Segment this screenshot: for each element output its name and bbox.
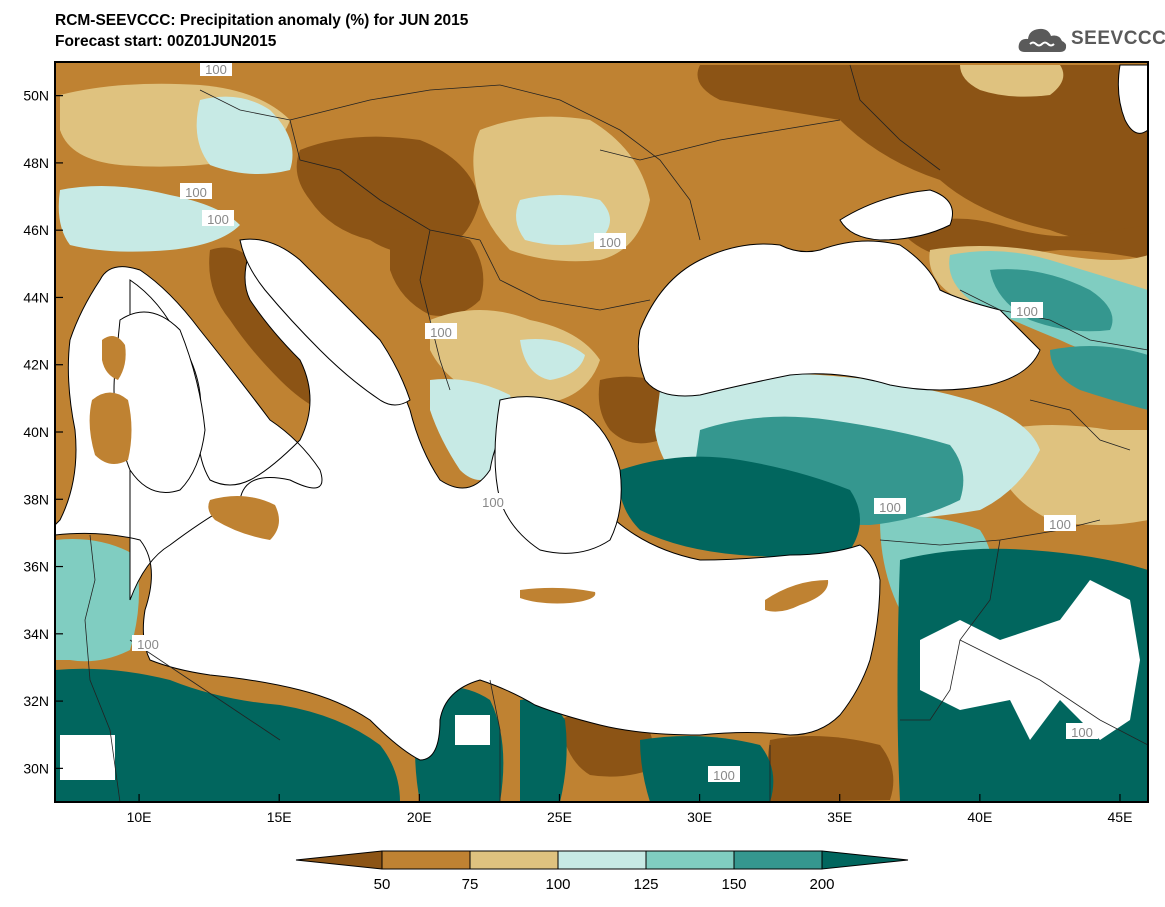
- colorbar-segment: [733, 850, 823, 870]
- contour-label: 100: [185, 185, 207, 200]
- very-wet-zone-caucasus: [990, 269, 1113, 332]
- extreme-wet-zone-egypt-west: [520, 699, 567, 802]
- wet-zone-greece: [430, 379, 514, 480]
- border-line: [479, 239, 651, 311]
- colorbar-tick-label: 50: [374, 876, 391, 893]
- lon-tick-label: 35E: [827, 809, 852, 825]
- colorbar-segment: [821, 850, 909, 870]
- logo-text: SEEVCCC: [1071, 28, 1165, 49]
- wet-zone-alps: [58, 186, 240, 252]
- border-line: [419, 229, 451, 391]
- lat-tick-label: 30N: [23, 760, 49, 776]
- nodata-patch-libya: [455, 715, 490, 745]
- colorbar-tick-label: 150: [721, 876, 746, 893]
- lat-tick-label: 42N: [23, 357, 49, 373]
- crete: [520, 587, 596, 604]
- colorbar-tick-label: 100: [545, 876, 570, 893]
- lat-tick-label: 36N: [23, 559, 49, 575]
- contour-labels: 100 100 100 100 100 100 100 100 100 100 …: [132, 62, 1098, 783]
- contour-label: 100: [1049, 517, 1071, 532]
- lat-tick-label: 44N: [23, 289, 49, 305]
- lat-tick-label: 46N: [23, 222, 49, 238]
- border-line: [1029, 399, 1131, 451]
- border-line: [599, 119, 841, 161]
- adriatic-sea: [239, 238, 411, 406]
- border-line: [849, 64, 941, 171]
- colorbar-segment: [469, 850, 559, 870]
- tan-zone-belarus: [960, 65, 1064, 97]
- contour-label: 100: [1071, 725, 1093, 740]
- nodata-patch-arabia: [920, 580, 1140, 740]
- lat-tick-label: 40N: [23, 424, 49, 440]
- lon-tick-label: 25E: [547, 809, 572, 825]
- lon-tick-label: 15E: [267, 809, 292, 825]
- contour-label: 100: [599, 235, 621, 250]
- nodata-patch-sahara: [60, 735, 115, 780]
- latitude-axis: 30N 32N 34N 36N 38N 40N 42N 44N 46N 48N 50N: [23, 88, 63, 776]
- wet-zone-romania: [516, 195, 610, 245]
- lat-tick-label: 32N: [23, 693, 49, 709]
- border-line: [499, 84, 701, 241]
- map-title: RCM-SEEVCCC: Precipitation anomaly (%) f…: [55, 12, 469, 29]
- contour-label: 100: [205, 62, 227, 77]
- lat-tick-label: 50N: [23, 88, 49, 104]
- colorbar-segment: [381, 850, 471, 870]
- seevccc-logo: SEEVCCC: [1017, 22, 1165, 58]
- border-line: [959, 289, 1148, 351]
- dry-zone-egypt: [767, 736, 894, 802]
- cloud-logo-icon: [1018, 28, 1067, 52]
- forecast-start-subtitle: Forecast start: 00Z01JUN2015: [55, 33, 277, 50]
- dry-zone-ukraine: [697, 65, 1148, 240]
- border-line: [199, 84, 501, 121]
- extreme-wet-zone-libya-algeria: [55, 668, 400, 802]
- lat-tick-label: 38N: [23, 491, 49, 507]
- lat-tick-label: 48N: [23, 155, 49, 171]
- border-line: [489, 679, 501, 802]
- lon-tick-label: 45E: [1108, 809, 1133, 825]
- lat-tick-label: 34N: [23, 626, 49, 642]
- colorbar-segment: [295, 850, 383, 870]
- longitude-axis: 10E 15E 20E 25E 30E 35E 40E 45E: [127, 794, 1133, 825]
- contour-label: 100: [1016, 304, 1038, 319]
- contour-label: 100: [482, 495, 504, 510]
- border-line: [84, 534, 121, 802]
- caspian-sea: [1117, 64, 1148, 134]
- wet-zone-bulgaria: [520, 339, 585, 380]
- dry-zone-central-europe: [296, 136, 480, 254]
- contour-label: 100: [879, 500, 901, 515]
- dry-zone-balkans: [390, 228, 484, 316]
- corsica: [102, 336, 126, 380]
- contour-label: 100: [137, 637, 159, 652]
- wet-zone-tunisia: [55, 539, 139, 662]
- border-line: [289, 119, 481, 241]
- tan-zone-balkans-south: [430, 310, 600, 402]
- contour-label: 100: [430, 325, 452, 340]
- extreme-wet-zone-egypt-coast: [640, 736, 774, 802]
- map-area: 100 100 100 100 100 100 100 100 100 100 …: [55, 62, 1148, 802]
- contour-label: 100: [207, 212, 229, 227]
- lon-tick-label: 20E: [407, 809, 432, 825]
- black-sea: [637, 240, 1041, 397]
- lon-tick-label: 40E: [967, 809, 992, 825]
- sea-of-azov: [839, 189, 953, 241]
- colorbar: 50 75 100 125 150 200: [295, 850, 909, 893]
- border-line: [900, 539, 1001, 721]
- very-wet-zone-black-sea-east: [1050, 346, 1148, 410]
- colorbar-segment: [645, 850, 735, 870]
- lon-tick-label: 10E: [127, 809, 152, 825]
- border-line: [959, 639, 1148, 746]
- colorbar-segment: [557, 850, 647, 870]
- colorbar-tick-label: 75: [462, 876, 479, 893]
- lon-tick-label: 30E: [687, 809, 712, 825]
- sicily: [208, 496, 279, 540]
- colorbar-tick-label: 200: [809, 876, 834, 893]
- extreme-wet-zone-south-turkey: [619, 456, 860, 557]
- contour-label: 100: [713, 768, 735, 783]
- sardinia: [89, 392, 132, 464]
- cyprus: [765, 580, 829, 612]
- colorbar-tick-label: 125: [633, 876, 658, 893]
